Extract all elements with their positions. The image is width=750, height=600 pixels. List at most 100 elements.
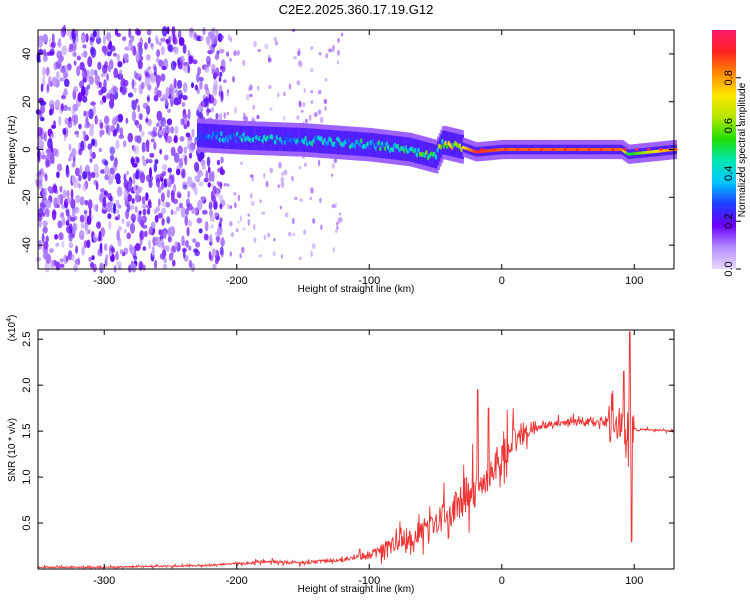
noise-speckle (246, 93, 250, 101)
noise-speckle (153, 141, 157, 150)
noise-speckle (128, 27, 132, 38)
noise-speckle (67, 214, 73, 222)
noise-speckle (37, 179, 43, 186)
noise-speckle (175, 206, 181, 212)
noise-speckle (135, 51, 140, 62)
noise-speckle (166, 118, 173, 126)
noise-speckle (92, 234, 98, 243)
noise-speckle (42, 33, 48, 44)
snr-x-tick-label: -200 (226, 575, 248, 587)
noise-speckle (68, 242, 74, 249)
noise-speckle (100, 73, 106, 78)
noise-speckle (69, 223, 73, 234)
noise-speckle (310, 250, 313, 258)
snr-panel: -300 -200 -100 0 100 0.5 1.0 1.5 2.0 2.5 Height … (6, 315, 675, 595)
noise-speckle (90, 101, 96, 106)
noise-speckle (237, 194, 240, 202)
noise-speckle (86, 170, 92, 176)
noise-speckle (218, 48, 225, 54)
noise-speckle (54, 99, 61, 108)
noise-speckle (188, 259, 193, 269)
noise-speckle (126, 170, 129, 176)
noise-speckle (335, 221, 339, 226)
noise-speckle (89, 123, 95, 131)
noise-speckle (129, 246, 135, 255)
noise-speckle (131, 198, 135, 204)
noise-speckle (46, 84, 50, 92)
trace-hotspot (599, 148, 603, 151)
noise-speckle (93, 179, 98, 186)
noise-speckle (129, 223, 136, 234)
noise-speckle (216, 181, 221, 186)
noise-speckle (40, 83, 44, 93)
noise-speckle (116, 53, 120, 62)
noise-speckle (114, 173, 121, 182)
noise-speckle (66, 189, 70, 198)
snr-x-label: Height of straight line (km) (298, 584, 415, 595)
noise-speckle (51, 76, 57, 87)
noise-speckle (182, 116, 188, 127)
noise-speckle (158, 41, 162, 46)
noise-speckle (103, 45, 107, 55)
noise-speckle (51, 209, 57, 221)
trace-hotspot (492, 148, 496, 151)
noise-speckle (65, 255, 69, 263)
noise-speckle (78, 183, 81, 189)
noise-speckle (45, 235, 49, 243)
noise-speckle (71, 41, 77, 52)
noise-speckle (88, 256, 92, 262)
noise-speckle (294, 196, 298, 201)
snr-x-tick-label: 0 (499, 575, 505, 587)
noise-speckle (256, 114, 260, 120)
noise-speckle (38, 170, 42, 176)
noise-speckle (103, 79, 107, 90)
noise-speckle (55, 242, 60, 247)
noise-speckle (147, 239, 152, 250)
noise-speckle (334, 202, 338, 209)
snr-y-tick-label: 0.5 (21, 515, 33, 530)
noise-speckle (57, 54, 63, 64)
noise-speckle (88, 128, 94, 137)
noise-speckle (80, 34, 86, 42)
noise-speckle (109, 167, 115, 175)
noise-speckle (177, 29, 182, 40)
noise-speckle (197, 66, 202, 76)
noise-speckle (135, 170, 140, 180)
noise-speckle (145, 139, 150, 148)
noise-speckle (148, 179, 153, 189)
noise-speckle (206, 39, 211, 46)
snr-series-line (37, 331, 674, 570)
noise-speckle (183, 61, 190, 67)
trace-band (306, 128, 310, 153)
noise-speckle (185, 239, 189, 248)
noise-speckle (283, 91, 286, 97)
noise-speckle (131, 110, 137, 122)
noise-speckle (42, 220, 48, 227)
noise-speckle (241, 246, 245, 254)
noise-speckle (214, 212, 219, 217)
noise-speckle (187, 190, 191, 199)
noise-speckle (130, 158, 136, 164)
noise-speckle (62, 189, 67, 199)
noise-speckle (136, 29, 142, 36)
noise-speckle (337, 49, 340, 56)
noise-speckle (180, 118, 185, 126)
noise-speckle (155, 35, 159, 42)
noise-speckle (192, 238, 197, 243)
noise-speckle (180, 206, 186, 218)
trace-band (219, 124, 223, 149)
colorbar-ticks: 0.0 0.2 0.4 0.6 0.8 (723, 70, 741, 277)
noise-speckle (127, 92, 134, 98)
noise-speckle (100, 169, 106, 174)
noise-speckle (205, 170, 209, 180)
trace-band (348, 131, 352, 156)
noise-speckle (219, 34, 224, 40)
noise-speckle (102, 196, 107, 208)
noise-speckle (252, 104, 256, 110)
noise-speckle (38, 219, 43, 228)
noise-speckle (46, 147, 52, 154)
trace-band (437, 141, 441, 166)
noise-speckle (154, 65, 157, 76)
noise-speckle (222, 66, 227, 71)
